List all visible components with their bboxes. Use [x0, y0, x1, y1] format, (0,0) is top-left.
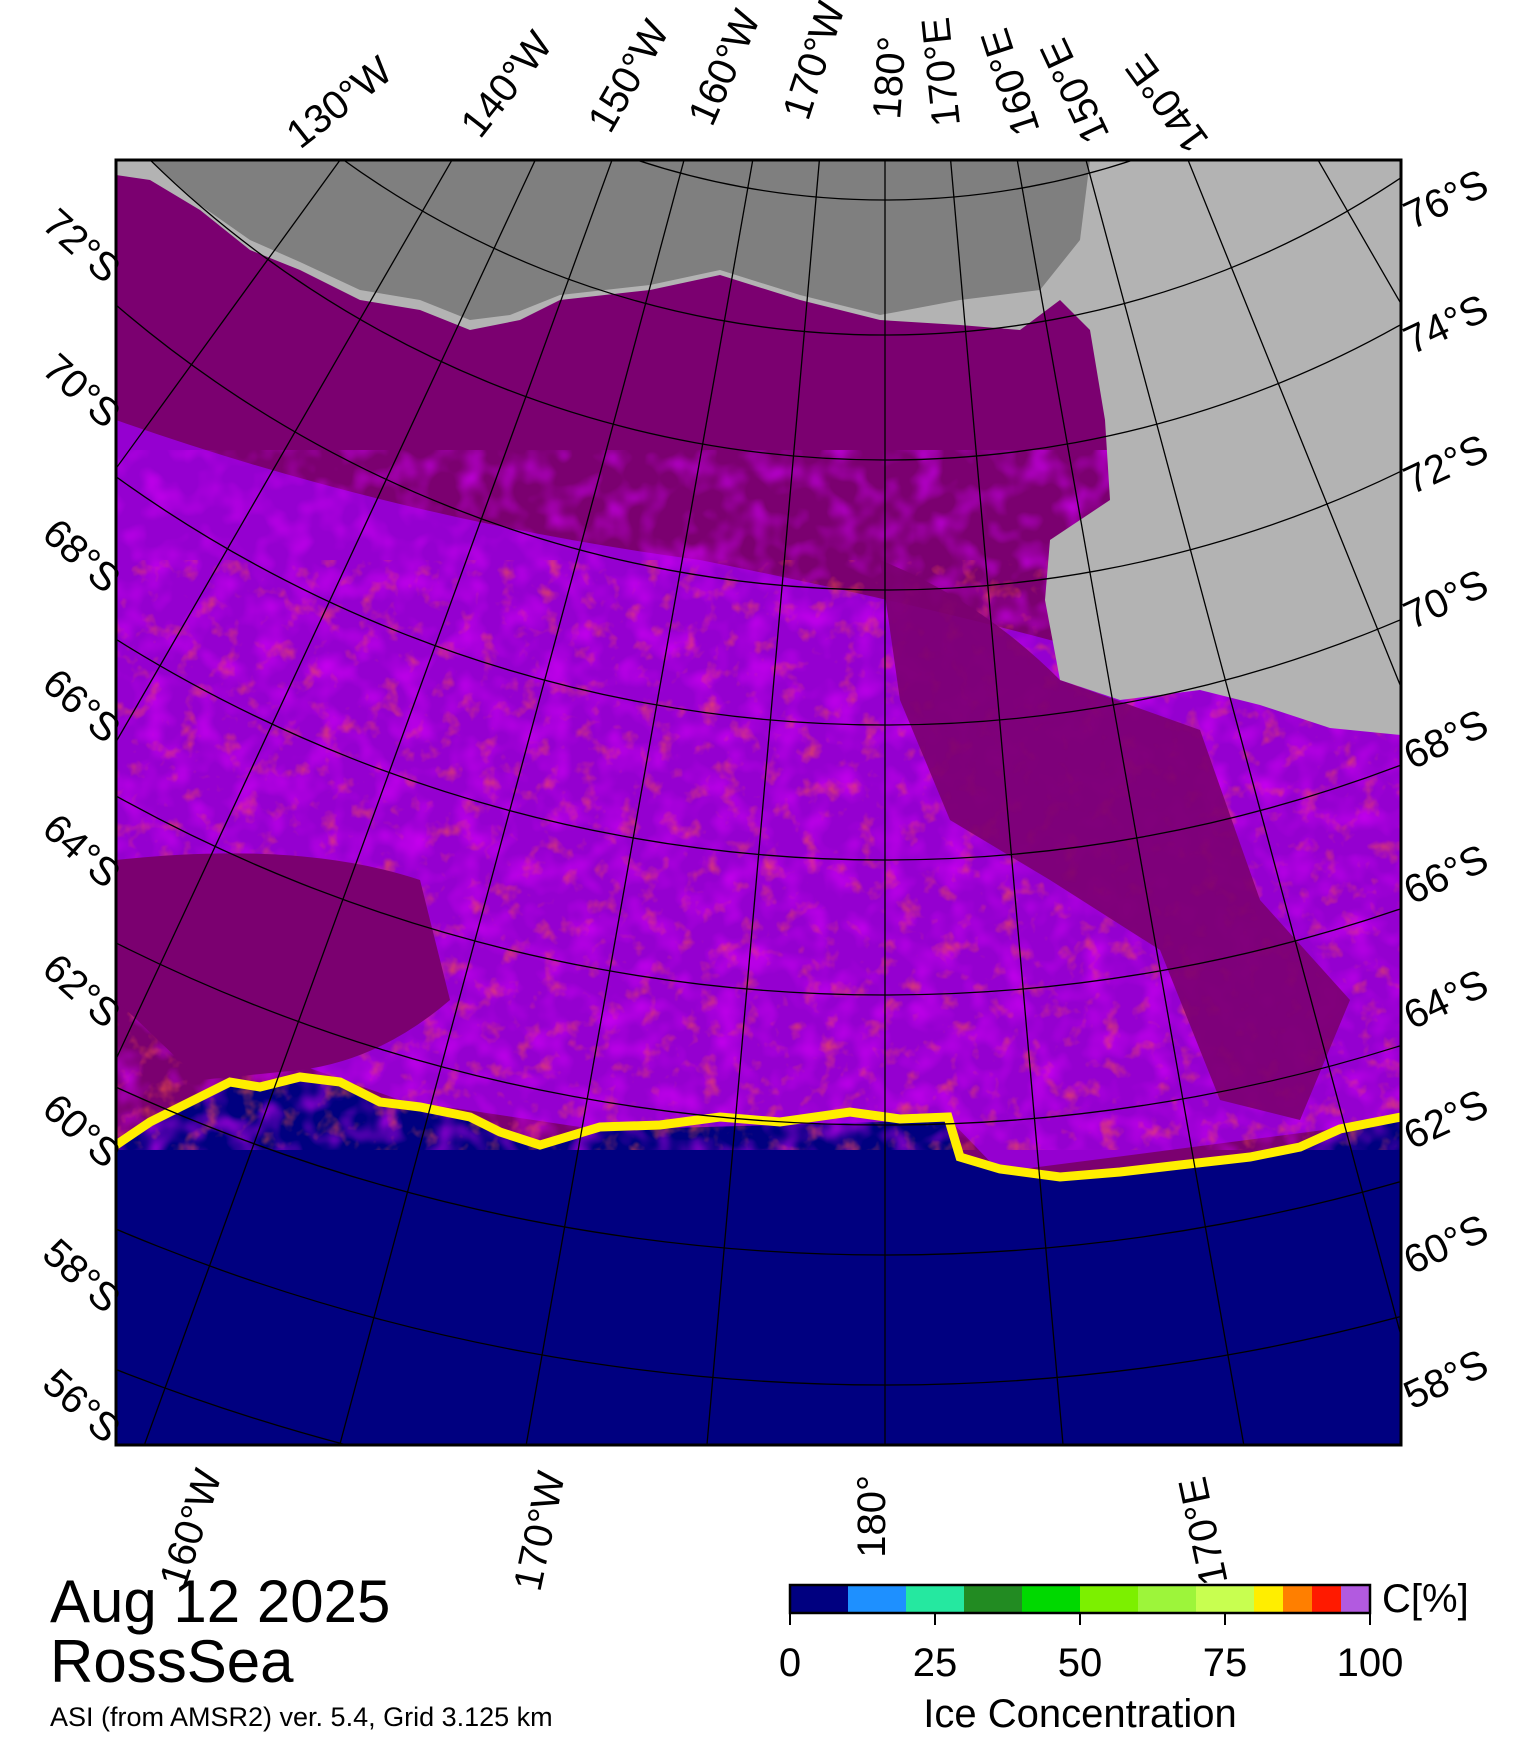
legend-tick-label: 50 [1058, 1641, 1103, 1685]
top-longitude-label: 150°E [1032, 32, 1118, 150]
top-longitude-label: 160°W [680, 3, 769, 131]
legend-swatch [1080, 1585, 1138, 1613]
meridian-line [116, 160, 341, 470]
legend-ticks: 0 25 50 75 100 [779, 1613, 1404, 1685]
top-longitude-label: 160°E [973, 23, 1049, 141]
legend-swatch [1254, 1585, 1283, 1613]
top-longitude-label: 150°W [580, 13, 678, 140]
legend-swatch [790, 1585, 848, 1613]
legend-swatch [1138, 1585, 1196, 1613]
right-latitude-label: 60°S [1397, 1206, 1495, 1283]
top-longitude-label: 140°E [1117, 46, 1217, 160]
data-source-note: ASI (from AMSR2) ver. 5.4, Grid 3.125 km [50, 1702, 553, 1732]
meridian-line [116, 160, 536, 1061]
right-latitude-label: 68°S [1397, 701, 1495, 778]
meridian-line [525, 160, 754, 1445]
left-latitude-label: 68°S [34, 511, 128, 602]
color-legend: 0 25 50 75 100 C[%] Ice Concentration [779, 1577, 1469, 1736]
legend-swatch [848, 1585, 906, 1613]
right-latitude-label: 74°S [1397, 286, 1495, 363]
legend-swatch [964, 1585, 1022, 1613]
right-latitude-label: 70°S [1397, 561, 1495, 638]
legend-swatch [1022, 1585, 1080, 1613]
meridian-line [1016, 160, 1245, 1445]
top-longitude-label: 140°W [452, 23, 561, 145]
right-latitude-label: 58°S [1397, 1341, 1495, 1418]
left-latitude-label: 58°S [34, 1231, 128, 1322]
left-latitude-label: 56°S [34, 1361, 128, 1452]
meridian-line [116, 160, 453, 744]
map-date: Aug 12 2025 [50, 1568, 391, 1635]
bottom-longitude-label: 180° [850, 1475, 894, 1558]
ice-edge [116, 1072, 1401, 1182]
legend-tick-label: 0 [779, 1641, 801, 1685]
right-latitude-label: 62°S [1397, 1081, 1495, 1158]
bottom-longitude-label: 170°W [506, 1467, 574, 1594]
legend-swatch [906, 1585, 964, 1613]
legend-swatch [1283, 1585, 1312, 1613]
legend-swatch [1196, 1585, 1254, 1613]
top-longitude-label: 170°W [775, 0, 854, 125]
meridian-line [1187, 160, 1401, 689]
meridian-line [949, 160, 1064, 1445]
top-longitude-label: 170°E [914, 15, 969, 128]
right-latitude-label: 76°S [1397, 161, 1495, 238]
left-latitude-label: 64°S [34, 806, 128, 897]
meridian-line [143, 160, 613, 1445]
bottom-longitude-label: 170°E [1171, 1473, 1237, 1589]
top-longitude-label: 180° [865, 35, 915, 121]
meridian-line [706, 160, 821, 1445]
left-latitude-label: 72°S [34, 201, 128, 292]
left-latitude-label: 62°S [34, 946, 128, 1037]
meridian-line [1317, 160, 1401, 306]
legend-tick-label: 100 [1337, 1641, 1404, 1685]
region-name: RossSea [50, 1628, 294, 1695]
meridian-line [1085, 160, 1401, 1339]
left-latitude-label: 66°S [34, 661, 128, 752]
legend-swatch [1312, 1585, 1341, 1613]
top-longitude-label: 130°W [278, 48, 400, 157]
meridian-line [339, 160, 685, 1445]
legend-swatch [1341, 1585, 1370, 1613]
legend-tick-label: 25 [913, 1641, 958, 1685]
right-latitude-label: 64°S [1397, 961, 1495, 1038]
right-latitude-label: 66°S [1397, 836, 1495, 913]
legend-title: Ice Concentration [923, 1692, 1237, 1736]
legend-tick-label: 75 [1203, 1641, 1248, 1685]
left-latitude-label: 60°S [34, 1086, 128, 1177]
legend-colorbar [790, 1585, 1370, 1613]
pack-ice-region [116, 853, 450, 1080]
right-latitude-label: 72°S [1397, 426, 1495, 503]
legend-unit: C[%] [1382, 1577, 1469, 1621]
map-frame [114, 158, 1403, 1447]
left-latitude-label: 70°S [34, 346, 128, 437]
